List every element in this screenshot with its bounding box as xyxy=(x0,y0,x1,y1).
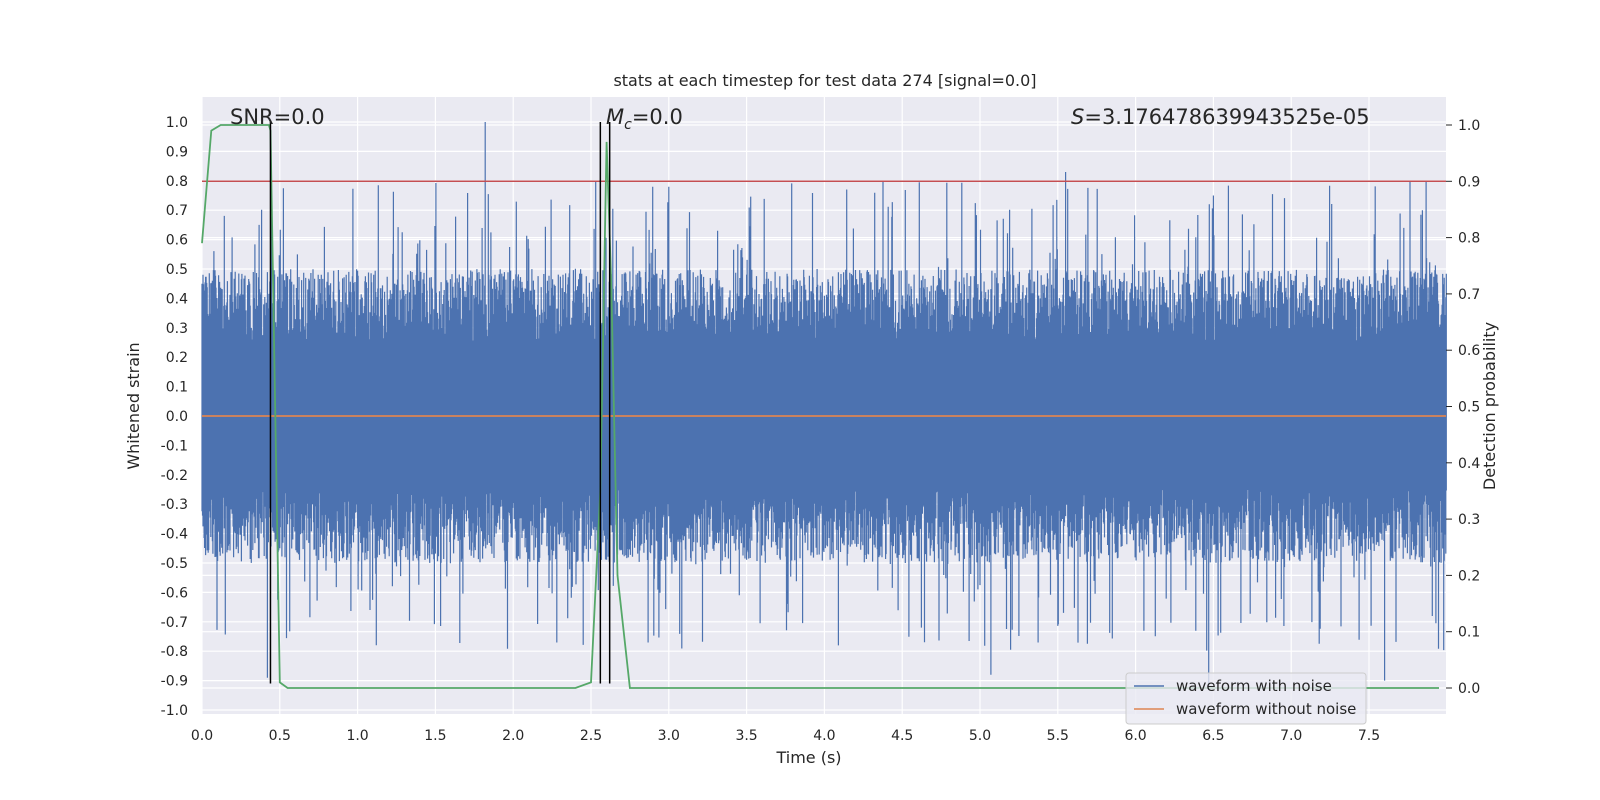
y-tick-label: -0.9 xyxy=(161,674,188,690)
y2-tick-label: 0.8 xyxy=(1458,231,1480,247)
x-tick-label: 2.0 xyxy=(502,728,524,744)
legend-label-noise: waveform with noise xyxy=(1176,677,1332,695)
chirp-mass-subscript: c xyxy=(624,117,632,133)
x-axis-ticks: 0.0 0.5 1.0 1.5 2.0 2.5 3.0 3.5 4.0 4.5 5.0 5.5 6.0 6… xyxy=(191,728,1380,744)
x-tick-label: 7.0 xyxy=(1280,728,1302,744)
x-tick-label: 6.0 xyxy=(1124,728,1146,744)
y-tick-label: -0.7 xyxy=(161,615,188,631)
x-tick-label: 0.5 xyxy=(269,728,291,744)
chirp-mass-annotation: Mc=0.0 xyxy=(606,105,683,133)
x-tick-label: 3.0 xyxy=(658,728,680,744)
y-tick-label: 0.7 xyxy=(166,203,188,219)
y-tick-label: 0.8 xyxy=(166,174,188,190)
x-tick-label: 2.5 xyxy=(580,728,602,744)
series-waveform-with-noise xyxy=(201,122,1447,687)
y-tick-label: -0.5 xyxy=(161,556,188,572)
x-tick-label: 3.5 xyxy=(735,728,757,744)
y-tick-label: -0.2 xyxy=(161,468,188,484)
y2-tick-label: 0.6 xyxy=(1458,343,1480,359)
chart-title: stats at each timestep for test data 274… xyxy=(613,71,1036,90)
detection-probability-line xyxy=(201,124,1439,689)
x-tick-label: 5.0 xyxy=(969,728,991,744)
y2-tick-label: 0.2 xyxy=(1458,568,1480,584)
y2-tick-label: 0.9 xyxy=(1458,174,1480,190)
y2-axis-label: Detection probability xyxy=(1480,322,1499,490)
y-tick-label: 0.3 xyxy=(166,321,188,337)
y-tick-label: -0.8 xyxy=(161,644,188,660)
x-axis-label: Time (s) xyxy=(775,748,841,767)
y-tick-label: -0.6 xyxy=(161,585,188,601)
y-axis-label: Whitened strain xyxy=(124,342,143,469)
x-tick-label: 0.0 xyxy=(191,728,213,744)
x-tick-label: 4.0 xyxy=(813,728,835,744)
x-tick-label: 6.5 xyxy=(1202,728,1224,744)
waveform-with-noise-line xyxy=(201,122,1447,687)
y-tick-label: -0.3 xyxy=(161,497,188,513)
chirp-mass-symbol: M xyxy=(606,105,624,129)
legend: waveform with noise waveform without noi… xyxy=(1125,672,1367,725)
y2-tick-label: 0.3 xyxy=(1458,512,1480,528)
x-tick-label: 7.5 xyxy=(1358,728,1380,744)
y2-tick-label: 0.4 xyxy=(1458,456,1480,472)
statistic-symbol: S xyxy=(1071,105,1084,129)
y-tick-label: 0.6 xyxy=(166,233,188,249)
y2-tick-label: 0.0 xyxy=(1458,681,1480,697)
x-tick-label: 1.5 xyxy=(424,728,446,744)
chirp-mass-value: =0.0 xyxy=(632,105,683,129)
y-tick-label: 0.2 xyxy=(166,350,188,366)
overlay-lines xyxy=(201,122,1446,689)
statistic-annotation: S=3.176478639943525e-05 xyxy=(1071,105,1370,129)
legend-box xyxy=(1125,672,1367,725)
y-tick-label: 1.0 xyxy=(166,115,188,131)
y-axis-ticks: 1.0 0.9 0.8 0.7 0.6 0.5 0.4 0.3 0.2 0.1 0.0 -0.1 -0.… xyxy=(161,115,188,719)
y2-tick-label: 0.5 xyxy=(1458,400,1480,416)
y2-axis-ticks: 1.0 0.9 0.8 0.7 0.6 0.5 0.4 0.3 0.2 0.1 0.0 xyxy=(1446,118,1480,697)
x-tick-label: 4.5 xyxy=(891,728,913,744)
y2-tick-label: 0.7 xyxy=(1458,287,1480,303)
x-tick-label: 1.0 xyxy=(346,728,368,744)
y2-tick-label: 0.1 xyxy=(1458,625,1480,641)
statistic-value: =3.176478639943525e-05 xyxy=(1084,105,1369,129)
y-tick-label: 0.0 xyxy=(166,409,188,425)
y-tick-label: 0.5 xyxy=(166,262,188,278)
y-tick-label: 0.9 xyxy=(166,144,188,160)
x-tick-label: 5.5 xyxy=(1047,728,1069,744)
y-tick-label: -0.4 xyxy=(161,527,188,543)
y-tick-label: 0.4 xyxy=(166,291,188,307)
snr-annotation: SNR=0.0 xyxy=(230,105,325,129)
y-tick-label: -0.1 xyxy=(161,438,188,454)
y2-tick-label: 1.0 xyxy=(1458,118,1480,134)
legend-label-clean: waveform without noise xyxy=(1176,700,1356,718)
y-tick-label: 0.1 xyxy=(166,380,188,396)
y-tick-label: -1.0 xyxy=(161,703,188,719)
